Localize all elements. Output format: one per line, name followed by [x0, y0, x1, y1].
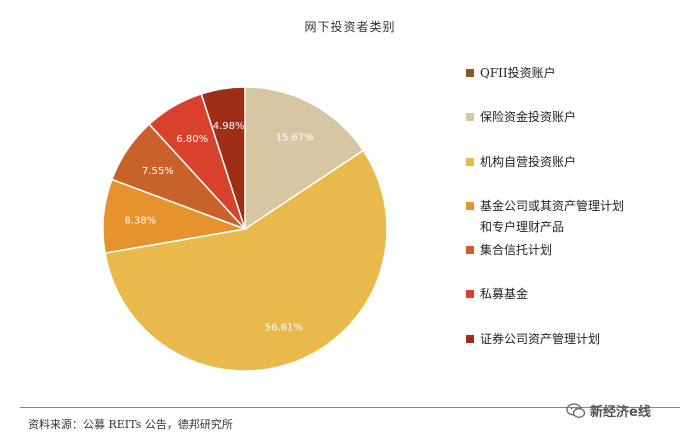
legend-swatch	[466, 69, 474, 77]
legend-item: 机构自营投资账户	[466, 152, 696, 173]
bottom-rule	[20, 407, 680, 408]
chart-title: 网下投资者类别	[304, 20, 396, 34]
slice-value-label: 7.55%	[142, 166, 174, 177]
source-note: 资料来源：公募 REITs 公告，德邦研究所	[28, 418, 233, 431]
slice-value-label: 4.98%	[213, 121, 245, 132]
legend-label: 保险资金投资账户	[480, 110, 577, 124]
legend-swatch	[466, 246, 474, 254]
wechat-icon	[566, 403, 586, 418]
watermark: 新经济e线	[566, 400, 686, 422]
legend-label: 证券公司资产管理计划	[480, 332, 601, 346]
slice-value-label: 8.38%	[124, 215, 156, 226]
legend-swatch	[466, 290, 474, 298]
legend-swatch	[466, 335, 474, 343]
legend-label: 私募基金	[480, 287, 529, 301]
legend-swatch	[466, 202, 474, 210]
legend-swatch	[466, 158, 474, 166]
slice-value-label: 6.80%	[176, 134, 208, 145]
legend-item: 私募基金	[466, 284, 696, 305]
legend-label: 集合信托计划	[480, 243, 553, 257]
legend-item: 基金公司或其资产管理计划 和专户理财产品	[466, 196, 696, 238]
legend-label: 基金公司或其资产管理计划 和专户理财产品	[480, 199, 625, 234]
slice-value-label: 15.67%	[276, 132, 314, 143]
watermark-text: 新经济e线	[590, 405, 651, 420]
pie-slice	[200, 86, 246, 230]
legend-item: 保险资金投资账户	[466, 107, 696, 128]
pie-slice	[244, 86, 365, 231]
legend-label: QFII投资账户	[480, 66, 556, 80]
pie-chart: 15.67% 56.61% 8.38% 7.55% 6.80% 4.98%	[102, 86, 388, 372]
legend-label: 机构自营投资账户	[480, 155, 577, 169]
legend-item: 集合信托计划	[466, 240, 696, 261]
legend-swatch	[466, 113, 474, 121]
legend-item: QFII投资账户	[466, 63, 696, 84]
pie-slice	[104, 149, 388, 372]
legend-item: 证券公司资产管理计划	[466, 329, 696, 350]
slice-value-label: 56.61%	[265, 323, 303, 334]
